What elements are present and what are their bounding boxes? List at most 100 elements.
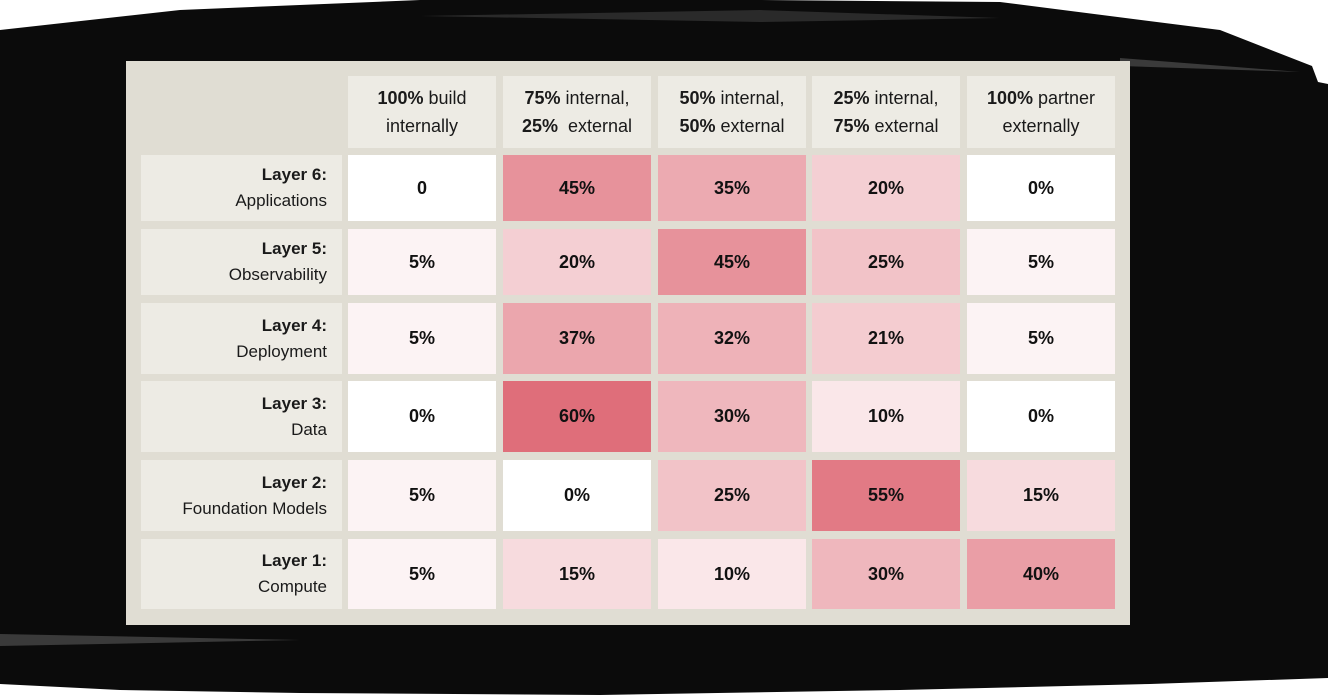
column-header-line: 25% internal, <box>833 84 938 112</box>
column-header-line: 100% build <box>377 84 466 112</box>
row-header-name: Compute <box>258 577 327 596</box>
heatmap-cell: 30% <box>812 539 960 609</box>
heatmap-cell-label: 0% <box>1027 177 1054 198</box>
heatmap-cell-label: 40% <box>1022 563 1060 584</box>
heatmap-cell-label: 25% <box>867 251 905 272</box>
column-header-bold: 25% <box>521 116 558 136</box>
column-header-text: internal, <box>560 88 630 108</box>
row-header: Layer 5: Observability <box>141 229 342 295</box>
heatmap-cell: 0 <box>348 155 496 221</box>
brush-edge-white <box>1270 8 1328 60</box>
column-header: 25% internal, 75% external <box>812 76 960 148</box>
column-header-bold: 100% <box>986 88 1033 108</box>
column-header-text: external <box>869 116 939 136</box>
heatmap-cell: 25% <box>812 229 960 295</box>
heatmap-cell-label: 20% <box>867 177 905 198</box>
heatmap-cell-label: 30% <box>867 563 905 584</box>
brush-streak <box>0 634 300 646</box>
heatmap-cell-label: 5% <box>408 485 435 505</box>
heatmap-cell-label: 32% <box>713 328 751 348</box>
heatmap-cell: 10% <box>658 539 806 609</box>
heatmap-cell-label: 20% <box>558 251 596 272</box>
row-header-name: Observability <box>228 265 327 284</box>
row-header: Layer 1: Compute <box>141 539 342 609</box>
column-header: 100% partner externally <box>967 76 1115 148</box>
brush-streak <box>1120 58 1300 72</box>
heatmap-cell-label: 60% <box>558 406 596 426</box>
column-header-text: externally <box>1002 116 1080 136</box>
heatmap-cell-label: 21% <box>867 328 905 348</box>
column-header-line: 50% internal, <box>679 84 784 112</box>
heatmap-cell: 32% <box>658 303 806 374</box>
column-header: 50% internal, 50% external <box>658 76 806 148</box>
column-header-line: 75% external <box>833 112 938 140</box>
heatmap-cell-label: 10% <box>713 563 751 584</box>
heatmap-cell-label: 35% <box>713 177 751 198</box>
row-header-title: Layer 1: <box>261 551 327 570</box>
heatmap-cell-label: 5% <box>408 563 435 584</box>
heatmap-cell: 45% <box>503 155 651 221</box>
column-header-text: partner <box>1033 88 1096 108</box>
column-header-text: external <box>715 116 785 136</box>
heatmap-cell: 40% <box>967 539 1115 609</box>
heatmap-cell: 37% <box>503 303 651 374</box>
column-header-text: internal, <box>715 88 785 108</box>
column-header-text: internal, <box>869 88 939 108</box>
heatmap-cell-label: 30% <box>713 406 751 426</box>
column-header-bold: 75% <box>524 88 561 108</box>
heatmap-cell-label: 5% <box>408 251 435 272</box>
heatmap-cell: 25% <box>658 460 806 531</box>
heatmap-cell: 5% <box>967 229 1115 295</box>
column-header-text: build <box>423 88 467 108</box>
heatmap-cell: 45% <box>658 229 806 295</box>
row-header-title: Layer 4: <box>261 315 327 335</box>
heatmap-cell: 15% <box>967 460 1115 531</box>
heatmap-cell: 5% <box>967 303 1115 374</box>
column-header: 100% build internally <box>348 76 496 148</box>
heatmap-cell-label: 0 <box>416 177 427 198</box>
row-header-name: Applications <box>235 191 327 210</box>
row-header-name: Deployment <box>236 341 327 361</box>
column-header-line: 50% external <box>679 112 784 140</box>
heatmap-cell: 60% <box>503 381 651 452</box>
column-header-line: externally <box>1002 112 1079 140</box>
heatmap-cell: 20% <box>812 155 960 221</box>
row-header-title: Layer 5: <box>261 239 327 258</box>
row-header: Layer 3: Data <box>141 381 342 452</box>
column-header-bold: 25% <box>833 88 870 108</box>
brush-streak <box>420 10 1000 22</box>
column-header-bold: 100% <box>377 88 424 108</box>
heatmap-cell: 0% <box>967 155 1115 221</box>
column-header-bold: 50% <box>679 88 716 108</box>
heatmap-cell-label: 5% <box>408 328 435 348</box>
heatmap-cell: 5% <box>348 303 496 374</box>
heatmap-cell: 0% <box>967 381 1115 452</box>
heatmap-cell: 5% <box>348 229 496 295</box>
row-header: Layer 2: Foundation Models <box>141 460 342 531</box>
column-header: 75% internal, 25% external <box>503 76 651 148</box>
column-header-line: 25% external <box>522 112 632 140</box>
heatmap-cell-label: 25% <box>713 485 751 505</box>
row-header-name: Foundation Models <box>182 498 327 518</box>
heatmap-cell: 21% <box>812 303 960 374</box>
heatmap-cell-label: 10% <box>867 406 905 426</box>
heatmap-cell: 5% <box>348 460 496 531</box>
column-header-line: 75% internal, <box>524 84 629 112</box>
row-header: Layer 4: Deployment <box>141 303 342 374</box>
heatmap-cell: 15% <box>503 539 651 609</box>
brush-edge-white <box>0 0 130 20</box>
heatmap-cell-label: 45% <box>713 251 751 272</box>
column-header-text: external <box>557 116 633 136</box>
heatmap-cell: 30% <box>658 381 806 452</box>
row-header: Layer 6: Applications <box>141 155 342 221</box>
heatmap-cell: 55% <box>812 460 960 531</box>
heatmap-cell-label: 55% <box>867 485 905 505</box>
row-header-title: Layer 3: <box>261 393 327 413</box>
column-header-line: internally <box>386 112 458 140</box>
heatmap-cell-label: 5% <box>1027 251 1054 272</box>
column-header-bold: 50% <box>679 116 716 136</box>
column-header-text: internally <box>385 116 459 136</box>
column-header-line: 100% partner <box>987 84 1095 112</box>
heatmap-cell: 20% <box>503 229 651 295</box>
column-header-bold: 75% <box>833 116 870 136</box>
